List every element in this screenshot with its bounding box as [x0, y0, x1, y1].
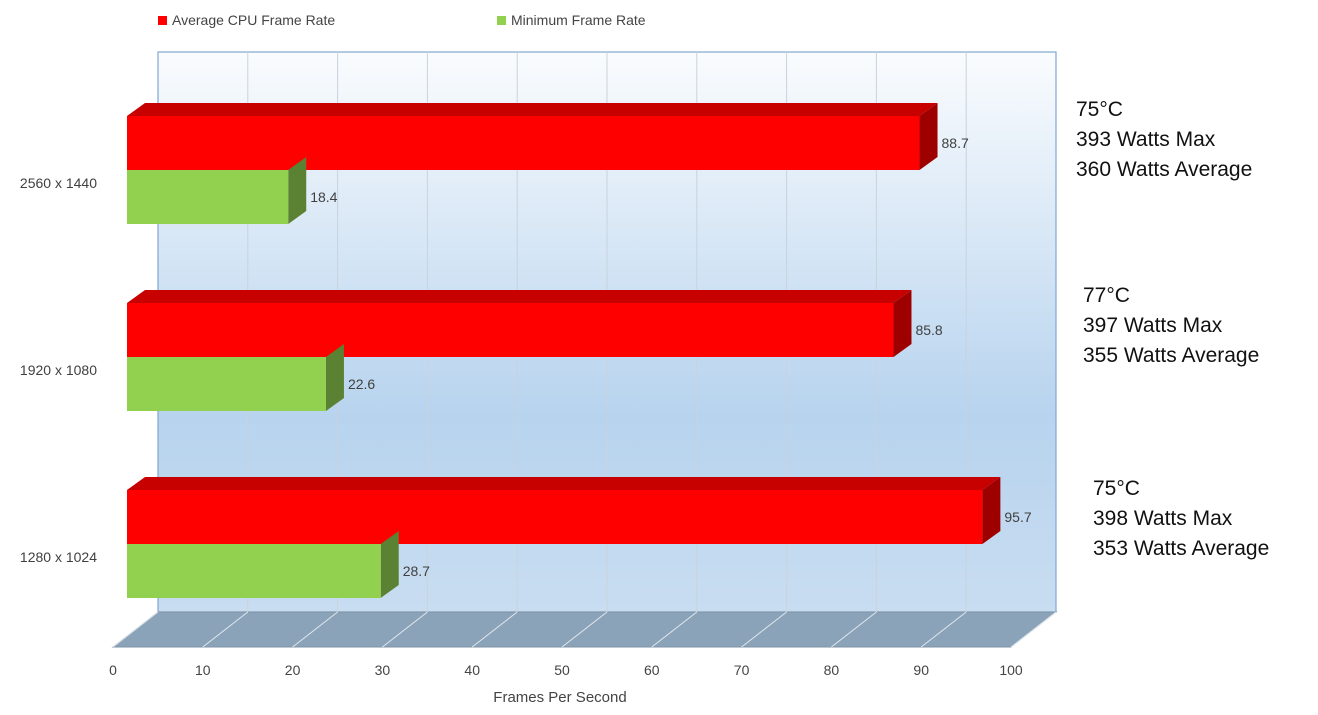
legend-item-average: Average CPU Frame Rate: [158, 12, 335, 28]
floor-gridline: [651, 611, 698, 648]
x-tick-label: 100: [999, 662, 1023, 678]
annotation-temp: 77°C: [1083, 284, 1130, 307]
floor-gridline: [292, 611, 338, 648]
x-tick-label: 10: [195, 662, 211, 678]
annotation-avg-watts: 360 Watts Average: [1076, 158, 1253, 181]
floor-gridline: [1010, 611, 1057, 648]
data-label: 88.7: [942, 135, 969, 151]
legend-swatch-green: [497, 15, 506, 25]
bar-top-face: [127, 290, 912, 303]
bar-side-face: [919, 103, 938, 170]
annotation-max-watts: 393 Watts Max: [1076, 128, 1216, 151]
floor-gridline: [561, 611, 608, 648]
annotation-temp: 75°C: [1076, 98, 1123, 121]
x-tick-label: 40: [464, 662, 480, 678]
y-tick-label: 2560 x 1440: [20, 175, 97, 191]
bar: [127, 544, 381, 598]
floor-gridline: [741, 611, 787, 648]
x-tick-label: 80: [824, 662, 840, 678]
annotation-1280: 75°C 398 Watts Max 353 Watts Average: [1093, 474, 1269, 564]
bar-side-face: [380, 531, 399, 598]
bar: [127, 303, 894, 357]
x-tick-label: 0: [109, 662, 117, 678]
floor-gridline: [831, 611, 877, 648]
legend-item-minimum: Minimum Frame Rate: [497, 12, 646, 28]
x-axis-title: Frames Per Second: [493, 689, 626, 706]
x-tick-label: 30: [375, 662, 391, 678]
annotation-avg-watts: 355 Watts Average: [1083, 344, 1260, 367]
bar: [127, 357, 326, 411]
bar-side-face: [288, 157, 307, 224]
bar-side-face: [893, 290, 912, 357]
bar-top-face: [127, 477, 1001, 490]
x-tick-label: 60: [644, 662, 660, 678]
bar: [127, 116, 920, 170]
data-label: 28.7: [403, 563, 430, 579]
annotation-max-watts: 398 Watts Max: [1093, 507, 1233, 530]
floor-gridline: [382, 611, 428, 648]
annotation-avg-watts: 353 Watts Average: [1093, 537, 1270, 560]
annotation-2560: 75°C 393 Watts Max 360 Watts Average: [1076, 95, 1252, 185]
floor-gridline: [202, 611, 249, 648]
data-label: 18.4: [310, 189, 337, 205]
x-tick-label: 20: [285, 662, 301, 678]
x-tick-label: 70: [734, 662, 750, 678]
bar: [127, 170, 289, 224]
y-tick-label: 1920 x 1080: [20, 362, 97, 378]
annotation-temp: 75°C: [1093, 477, 1140, 500]
floor-gridline: [920, 611, 967, 648]
y-tick-label: 1280 x 1024: [20, 549, 97, 565]
bar-side-face: [982, 477, 1001, 544]
data-label: 85.8: [915, 322, 942, 338]
legend-label-minimum: Minimum Frame Rate: [511, 12, 646, 28]
x-tick-label: 90: [913, 662, 929, 678]
legend-swatch-red: [158, 15, 167, 25]
floor-gridline: [112, 611, 159, 648]
annotation-1920: 77°C 397 Watts Max 355 Watts Average: [1083, 281, 1259, 371]
data-label: 95.7: [1004, 509, 1031, 525]
data-label: 22.6: [348, 376, 375, 392]
legend-label-average: Average CPU Frame Rate: [172, 12, 336, 28]
floor-gridline: [471, 611, 518, 648]
bar-top-face: [127, 103, 938, 116]
bar: [127, 490, 983, 544]
bar-side-face: [325, 344, 344, 411]
annotation-max-watts: 397 Watts Max: [1083, 314, 1223, 337]
x-tick-label: 50: [554, 662, 570, 678]
